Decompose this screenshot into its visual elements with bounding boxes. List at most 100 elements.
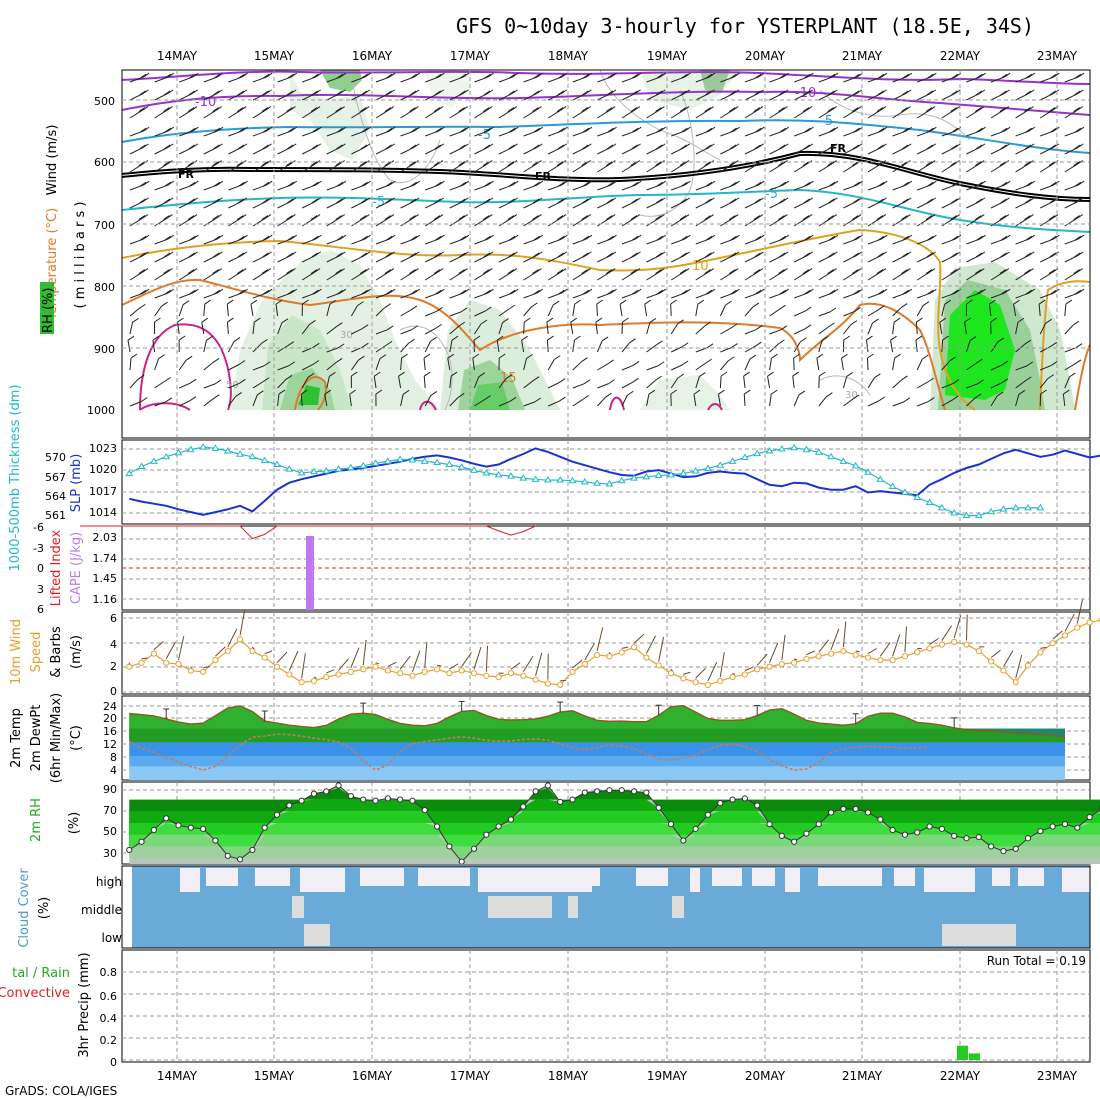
barb-flag [314, 143, 322, 149]
barb-flag [312, 181, 319, 187]
barb [474, 164, 487, 173]
barb-flag [1077, 251, 1084, 257]
barb-flag [921, 354, 929, 360]
barb-flag [552, 300, 560, 306]
barb [473, 376, 480, 389]
barb-flag [585, 251, 592, 257]
barb-flag [902, 73, 910, 79]
barb [843, 272, 856, 281]
barb [670, 323, 679, 335]
barb-flag [1024, 252, 1032, 258]
barb [572, 110, 585, 119]
wind-barb [252, 646, 255, 650]
barb [818, 218, 831, 227]
barb [301, 324, 310, 335]
barb [744, 306, 754, 317]
barb-flag [1000, 252, 1007, 258]
barb [277, 272, 290, 281]
barb-flag [1073, 215, 1080, 220]
barb-flag [630, 215, 638, 220]
barb-flag [262, 90, 269, 96]
barb-flag [191, 143, 199, 149]
precip-tick: 0.8 [100, 966, 118, 979]
barb [400, 309, 412, 317]
barb-flag [707, 106, 714, 111]
barb [375, 93, 389, 101]
barb-flag [287, 235, 295, 241]
wind-barb [411, 650, 421, 672]
barb-flag [163, 269, 170, 274]
rh-point [532, 788, 539, 795]
barb-flag [708, 126, 716, 132]
thickness-line-point [605, 479, 614, 487]
barb-flag [778, 269, 785, 274]
barb-flag [954, 143, 961, 149]
barb-flag [800, 337, 807, 343]
barb-flag [730, 127, 737, 133]
barb [375, 255, 389, 263]
barb-flag [1038, 299, 1046, 305]
rh-point [224, 852, 231, 859]
rh-point [212, 837, 219, 844]
barb-flag [1048, 107, 1056, 112]
barb [670, 147, 685, 155]
wind-speed-line-point [778, 660, 785, 668]
rh-point [1037, 828, 1044, 835]
barb [474, 201, 488, 209]
barb-flag [757, 89, 764, 95]
wind-barb [301, 653, 306, 679]
barb [400, 201, 414, 209]
barb [941, 304, 946, 317]
barb-flag [781, 214, 788, 219]
barb-flag [457, 392, 465, 398]
barb [769, 218, 782, 227]
barb [717, 394, 721, 407]
barb [1064, 147, 1078, 155]
barb-flag [681, 360, 689, 366]
barb-flag [236, 215, 244, 220]
barb-flag [730, 73, 737, 79]
barb-flag [265, 251, 272, 257]
barb-flag [704, 107, 711, 112]
barb-flag [902, 235, 910, 241]
rh-point [840, 805, 847, 813]
rh-point [1086, 814, 1093, 821]
barb [201, 322, 205, 335]
barb-flag [358, 355, 365, 361]
wind-barb [608, 652, 611, 655]
barb-flag [388, 288, 396, 294]
barb [523, 358, 528, 371]
barb [424, 147, 439, 155]
barb-flag [828, 181, 836, 187]
wind-barb [190, 666, 193, 669]
barb [277, 164, 290, 173]
contour-label: FR [830, 142, 847, 155]
barb [572, 398, 584, 407]
barb-flag [831, 89, 838, 95]
barb-flag [241, 288, 248, 294]
barb-flag [241, 126, 248, 132]
day-label-bottom: 15MAY [254, 1069, 295, 1083]
barb-flag [1045, 318, 1052, 324]
barb-flag [338, 106, 345, 111]
barb-flag [532, 252, 540, 258]
dewpoint-band [129, 766, 1065, 780]
barb [129, 357, 132, 371]
barb [1015, 164, 1028, 173]
barb [547, 382, 560, 389]
barb-flag [1024, 144, 1032, 150]
barb [867, 93, 881, 101]
barb-flag [385, 181, 393, 187]
barb [744, 358, 751, 371]
barb [375, 147, 389, 155]
barb-flag [1076, 160, 1083, 165]
barb [277, 255, 291, 263]
ylabel-barbs: & Barbs [49, 626, 64, 678]
barb-flag [364, 126, 371, 132]
barb-flag [1027, 89, 1035, 95]
barb-flag [462, 288, 470, 294]
wind-barb [1040, 646, 1047, 649]
barb [129, 218, 143, 227]
barb-flag [633, 160, 641, 165]
barb-flag [585, 180, 593, 186]
